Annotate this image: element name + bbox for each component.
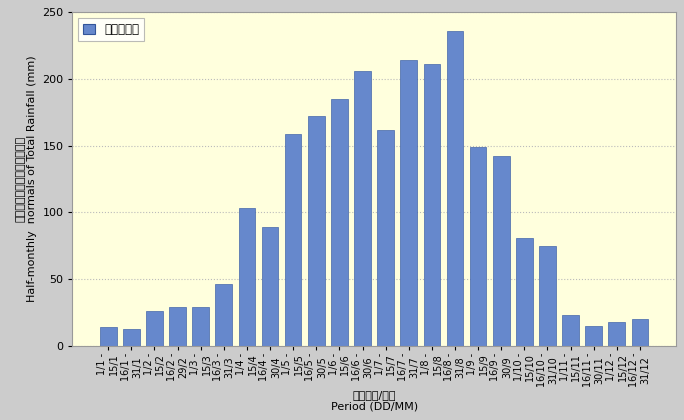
Bar — [169, 307, 186, 346]
Bar — [146, 311, 163, 346]
Bar — [400, 60, 417, 346]
Bar — [262, 227, 278, 346]
Bar — [285, 134, 302, 346]
Bar — [470, 147, 486, 346]
Bar — [308, 116, 325, 346]
Bar — [423, 64, 440, 346]
Bar — [493, 156, 510, 346]
X-axis label: 期間（日/月）
Period (DD/MM): 期間（日/月） Period (DD/MM) — [330, 390, 418, 412]
Bar — [609, 322, 625, 346]
Bar — [192, 307, 209, 346]
Bar — [239, 208, 255, 346]
Bar — [354, 71, 371, 346]
Bar — [215, 284, 232, 346]
Bar — [539, 246, 556, 346]
Bar — [378, 130, 394, 346]
Bar — [331, 99, 347, 346]
Bar — [516, 238, 533, 346]
Bar — [100, 327, 116, 346]
Bar — [631, 319, 648, 346]
Bar — [562, 315, 579, 346]
Bar — [123, 328, 140, 346]
Bar — [447, 31, 463, 346]
Y-axis label: 總雨量的半月平均值（毫米）
Half-monthly  normals of Total Rainfall (mm): 總雨量的半月平均值（毫米） Half-monthly normals of To… — [15, 56, 37, 302]
Bar — [586, 326, 602, 346]
Legend: 平均總雨量: 平均總雨量 — [79, 18, 144, 41]
